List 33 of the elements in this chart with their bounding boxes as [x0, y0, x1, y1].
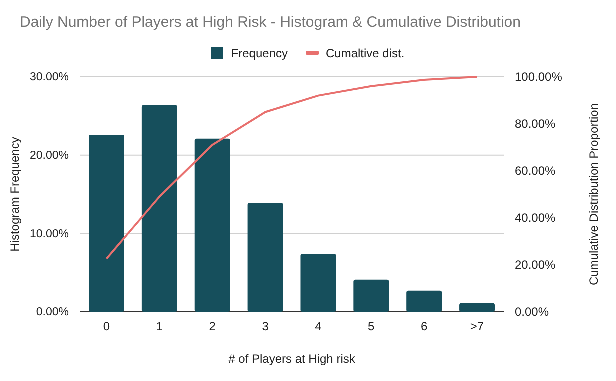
bar [354, 280, 390, 312]
y2-axis-title: Cumulative Distribution Proportion [587, 103, 601, 286]
x-tick-label: 3 [262, 320, 270, 334]
x-tick-label: >7 [470, 320, 484, 334]
bar [248, 203, 284, 312]
legend-label: Cumaltive dist. [326, 46, 405, 60]
bar [142, 105, 178, 312]
y2-tick-label: 80.00% [515, 116, 556, 131]
x-tick-label: 4 [315, 320, 322, 334]
y2-tick-label: 20.00% [515, 258, 556, 272]
y-tick-label: 20.00% [30, 150, 69, 162]
y2-tick-label: 100.00% [515, 70, 563, 84]
y2-tick-label: 60.00% [515, 164, 556, 178]
line-series [106, 76, 478, 260]
x-axis-title: # of Players at High risk [228, 352, 356, 366]
chart-title: Daily Number of Players at High Risk - Histogram & Cumulative Distribution [20, 14, 521, 31]
x-tick-label: 1 [156, 320, 164, 334]
bar [300, 254, 336, 312]
y2-tick-label: 40.00% [515, 210, 556, 225]
bar [194, 138, 230, 312]
x-tick-label: 6 [420, 320, 428, 334]
y-tick-label: 10.00% [30, 228, 69, 240]
bar [406, 290, 442, 312]
y-tick-label: 30.00% [30, 72, 69, 84]
x-tick-label: 2 [209, 320, 216, 334]
bar [460, 303, 495, 312]
x-tick-label: 0 [103, 320, 110, 334]
x-tick-label: 5 [368, 320, 376, 334]
bar [89, 134, 124, 312]
y-tick-label: 0.00% [36, 306, 69, 319]
y-axis-title: Histogram Frequency [8, 137, 22, 252]
y2-tick-label: 0.00% [515, 304, 550, 319]
legend-label: Frequency [231, 46, 288, 60]
